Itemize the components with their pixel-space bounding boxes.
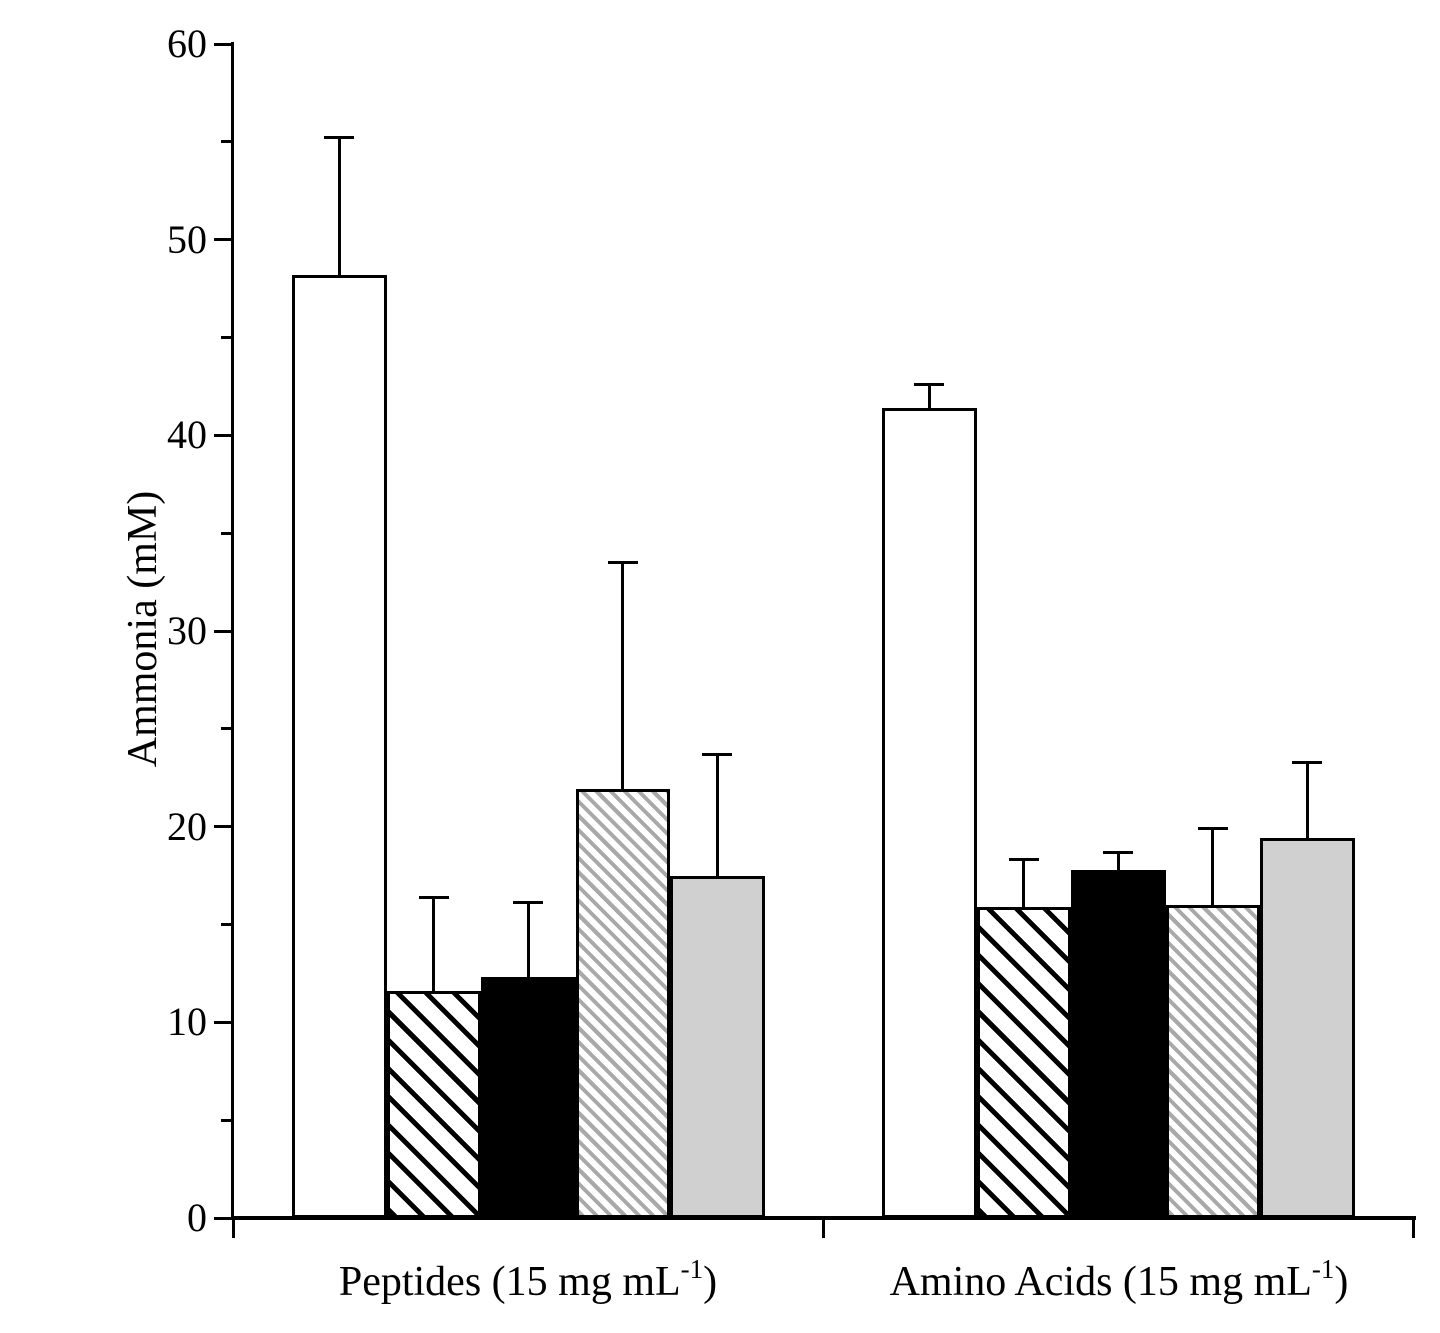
group-label-superscript: -1: [680, 1254, 704, 1284]
y-axis-major-tick: [214, 42, 233, 46]
y-axis-tick-label: 40: [167, 412, 207, 458]
bar-solid-gray: [1260, 838, 1355, 1218]
y-axis-minor-tick: [221, 531, 233, 535]
x-axis-tick: [1411, 1218, 1415, 1238]
bar-hatch-gray: [575, 789, 670, 1218]
error-bar-line: [715, 754, 719, 876]
y-axis-minor-tick: [221, 923, 233, 926]
error-bar-cap: [418, 895, 449, 899]
error-bar-cap: [1103, 850, 1134, 854]
y-axis-minor-tick: [221, 336, 233, 339]
y-axis-tick-label: 60: [167, 21, 207, 66]
y-axis-major-tick: [214, 238, 233, 242]
y-axis-minor-tick: [221, 140, 233, 144]
error-bar-cap: [1008, 858, 1039, 862]
y-axis-major-tick: [214, 629, 233, 633]
error-bar-cap: [607, 561, 638, 565]
error-bar-line: [1305, 762, 1309, 839]
y-axis-tick-label: 0: [187, 1195, 207, 1240]
x-axis-tick: [821, 1218, 825, 1238]
bar-open: [882, 407, 977, 1218]
error-bar-cap: [1197, 827, 1228, 831]
bar-hatch-black: [386, 991, 481, 1218]
group-label-close: ): [703, 1259, 718, 1305]
error-bar-cap: [702, 752, 733, 756]
y-axis-major-tick: [214, 1216, 233, 1220]
bar-hatch-black: [976, 906, 1071, 1218]
error-bar-line: [1116, 852, 1120, 870]
error-bar-cap: [914, 382, 945, 386]
y-axis-major-tick: [214, 1020, 233, 1024]
bar-hatch-gray: [1165, 904, 1260, 1218]
bar-solid-black: [481, 977, 576, 1218]
x-group-label-peptides: Peptides (15 mg mL-1): [228, 1254, 828, 1306]
error-bar-cap: [324, 136, 355, 140]
y-axis-tick-label: 30: [167, 608, 207, 653]
error-bar-line: [927, 384, 931, 408]
error-bar-line: [337, 137, 341, 275]
group-label-close: ): [1334, 1259, 1349, 1305]
error-bar-line: [432, 897, 436, 991]
group-label-text: Amino Acids (15 mg mL: [889, 1259, 1312, 1305]
error-bar-line: [1022, 859, 1026, 907]
y-axis-tick-label: 20: [167, 803, 207, 849]
error-bar-line: [526, 902, 530, 978]
y-axis-minor-tick: [221, 1118, 233, 1122]
x-group-label-amino-acids: Amino Acids (15 mg mL-1): [819, 1254, 1419, 1306]
group-label-text: Peptides (15 mg mL: [338, 1259, 681, 1305]
error-bar-line: [1211, 828, 1215, 905]
y-axis-major-tick: [214, 433, 233, 437]
error-bar-line: [621, 562, 625, 790]
x-axis-tick: [231, 1218, 235, 1238]
bar-solid-black: [1071, 869, 1166, 1218]
bar-solid-gray: [670, 875, 765, 1218]
bar-open: [292, 274, 387, 1218]
y-axis-major-tick: [214, 825, 233, 829]
error-bar-cap: [513, 901, 544, 905]
error-bar-cap: [1292, 760, 1323, 764]
y-axis-tick-label: 10: [167, 999, 207, 1045]
y-axis-tick-label: 50: [167, 216, 207, 262]
group-label-superscript: -1: [1311, 1254, 1335, 1284]
y-axis-minor-tick: [221, 727, 233, 731]
